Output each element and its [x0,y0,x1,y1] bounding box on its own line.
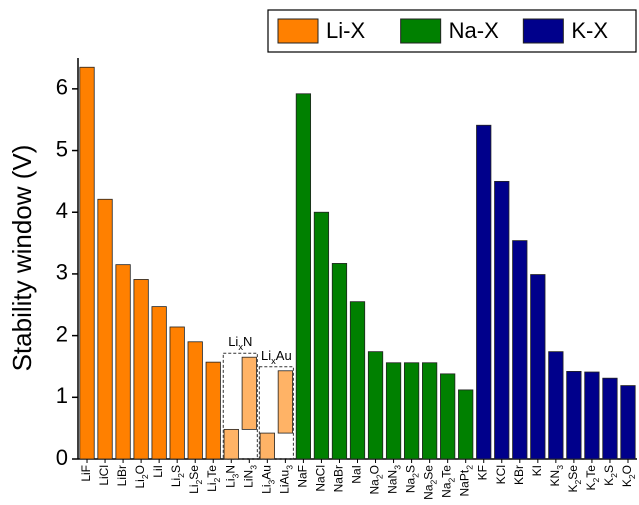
legend-swatch [277,18,319,44]
bar [241,356,257,430]
bar [367,351,384,460]
x-tick-label: Li2Se [187,465,204,494]
bar [512,240,528,460]
y-tick-label: 6 [56,75,68,100]
annotation-label: LixAu [261,348,292,366]
x-tick-label: Na2S [404,465,421,493]
bar [602,377,618,460]
bar [422,362,438,460]
legend-box [267,9,637,53]
x-tick-label: Li2Te [205,465,222,492]
x-tick-label: NaF [296,465,310,488]
legend-label: Na-X [449,18,499,43]
bar [440,373,456,460]
bar [458,389,474,460]
x-tick-label: KN3 [548,465,565,487]
y-tick-label: 5 [56,136,68,161]
bar [331,263,348,460]
x-tick-label: LiBr [115,465,129,486]
bar [79,66,95,460]
bar [548,351,564,460]
x-tick-label: LiI [151,465,165,478]
x-tick-label: Na2Se [422,465,439,500]
x-tick-label: NaI [350,465,364,484]
bar [205,361,221,460]
x-tick-label: K2Se [566,465,583,493]
annotation-box [258,366,294,460]
y-tick-label: 0 [56,445,68,470]
y-tick-label: 3 [56,260,68,285]
bar [620,385,636,460]
bar [169,326,185,460]
x-tick-label: NaN3 [386,465,403,494]
x-tick-label: KCl [494,465,508,484]
annotation-box [222,352,258,460]
x-tick-label: K2Te [584,465,601,491]
legend-label: K-X [571,18,608,43]
x-tick-label: Na2O [368,465,385,494]
x-tick-label: K2O [620,465,637,487]
y-tick-label: 2 [56,321,68,346]
x-tick-label: KI [530,465,544,476]
bar [349,301,366,460]
bar [133,279,149,460]
x-tick-label: LiAu3 [278,465,295,494]
x-tick-label: NaPt2 [458,465,475,497]
x-tick-label: KBr [512,465,526,485]
bar [530,274,546,460]
bar [566,370,582,460]
y-axis-label: Stability window (V) [7,145,37,372]
bar [115,264,131,460]
x-tick-label: Li2S [169,465,186,487]
legend-swatch [400,18,442,44]
legend-label: Li-X [326,18,365,43]
bar [187,341,203,460]
bar [385,362,402,460]
x-tick-label: LiCl [97,465,111,486]
x-tick-label: KF [476,465,490,480]
bar [584,371,600,460]
x-tick-label: Na2Te [440,465,457,498]
bar [313,211,330,460]
x-tick-label: LiN3 [241,465,258,488]
annotation-label: LixN [228,335,252,353]
x-tick-label: NaBr [332,465,346,492]
bar [277,370,293,434]
bar [259,432,275,460]
legend-swatch [522,18,564,44]
x-tick-label: Li2O [133,465,150,488]
bar [151,306,167,460]
bar [97,198,113,460]
x-tick-label: Li3Au [260,465,277,494]
x-tick-label: Li3N [223,465,240,488]
x-tick-label: K2S [602,465,619,486]
bar [476,124,492,460]
x-tick-label: NaCl [314,465,328,492]
y-tick-label: 1 [56,383,68,408]
bar [223,428,239,460]
bar [494,180,510,460]
bar [403,362,420,460]
bar [295,93,312,460]
y-tick-label: 4 [56,198,68,223]
x-tick-label: LiF [79,465,93,482]
